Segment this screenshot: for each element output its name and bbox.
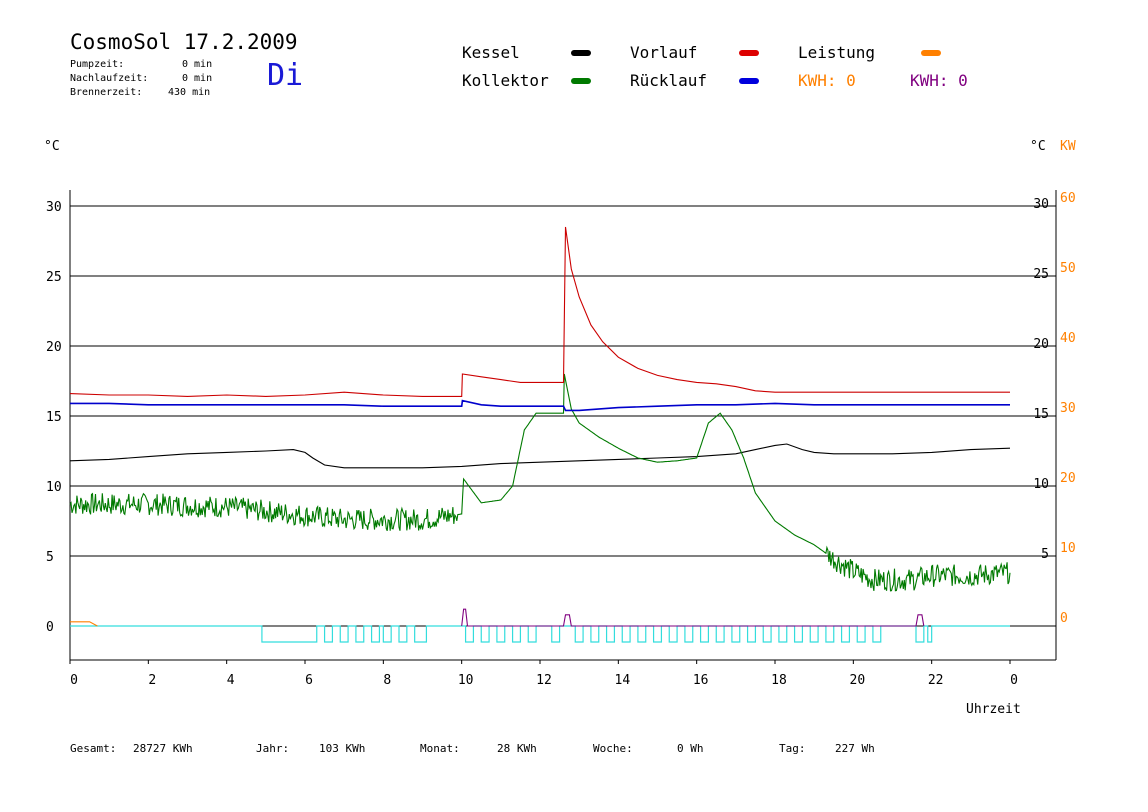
legend-ruecklauf-swatch: [739, 78, 759, 84]
footer-woche-label: Woche:: [593, 742, 633, 755]
series-ruecklauf-line: [70, 399, 1010, 412]
nachlaufzeit-value: 0 min: [182, 73, 213, 84]
x-tick-label: 0: [70, 673, 78, 688]
y-tick-right-kw: 60: [1060, 191, 1076, 206]
right-axis-unit-kw: KW: [1060, 139, 1076, 154]
y-tick-right-kw: 20: [1060, 471, 1076, 486]
pump-status-line: [70, 625, 1010, 643]
x-tick-label: 14: [615, 673, 631, 688]
x-tick-label: 10: [458, 673, 474, 688]
footer-gesamt-value: 28727 KWh: [133, 742, 193, 755]
y-tick-right-c: 5: [1041, 547, 1049, 562]
y-tick-left: 10: [46, 480, 62, 495]
legend-ruecklauf-label: Rücklauf: [630, 71, 708, 90]
y-tick-right-kw: 50: [1060, 261, 1076, 276]
legend-kessel-label: Kessel: [462, 43, 520, 62]
y-tick-left: 30: [46, 200, 62, 215]
x-tick-label: 6: [305, 673, 313, 688]
series-kollektor-line: [69, 373, 1011, 592]
x-tick-label: 18: [771, 673, 787, 688]
x-tick-label: 16: [693, 673, 709, 688]
nachlaufzeit-label: Nachlaufzeit:: [70, 73, 149, 84]
x-tick-label: 0: [1010, 673, 1018, 688]
legend-leistung-label: Leistung: [798, 43, 876, 62]
chart-title: CosmoSol 17.2.2009: [70, 30, 298, 54]
y-tick-left: 25: [46, 270, 62, 285]
y-tick-right-c: 25: [1033, 267, 1049, 282]
y-tick-left: 5: [46, 550, 54, 565]
y-tick-right-c: 30: [1033, 197, 1049, 212]
legend-kollektor-label: Kollektor: [462, 71, 549, 90]
x-tick-label: 12: [536, 673, 552, 688]
legend-kollektor-swatch: [571, 78, 591, 84]
x-tick-label: 4: [227, 673, 235, 688]
weekday-label: Di: [267, 58, 304, 93]
y-tick-right-c: 10: [1033, 477, 1049, 492]
brennerzeit-label: Brennerzeit:: [70, 87, 143, 98]
y-tick-left: 0: [46, 620, 54, 635]
y-tick-left: 20: [46, 340, 62, 355]
y-tick-right-kw: 0: [1060, 611, 1068, 626]
x-tick-label: 8: [383, 673, 391, 688]
y-tick-right-c: 15: [1033, 407, 1049, 422]
footer-tag-value: 227 Wh: [835, 742, 875, 755]
legend-vorlauf-label: Vorlauf: [630, 43, 698, 62]
brennerzeit-value: 430 min: [168, 87, 211, 98]
y-tick-right-kw: 10: [1060, 541, 1076, 556]
left-axis-unit: °C: [44, 139, 60, 154]
legend-kessel-swatch: [571, 50, 591, 56]
footer-jahr-label: Jahr:: [256, 742, 290, 755]
legend-kwh-purple: KWH: 0: [910, 71, 968, 90]
series-kessel-line: [69, 443, 1011, 469]
x-tick-label: 2: [148, 673, 156, 688]
footer-tag-label: Tag:: [779, 742, 806, 755]
footer-monat-label: Monat:: [420, 742, 460, 755]
x-axis-label: Uhrzeit: [966, 702, 1021, 717]
series-kwh-line: [461, 608, 925, 627]
x-tick-label: 22: [928, 673, 944, 688]
legend-kwh-orange: KWH: 0: [798, 71, 856, 90]
legend-leistung-swatch: [921, 50, 941, 56]
pumpzeit-value: 0 min: [182, 59, 213, 70]
y-tick-right-kw: 30: [1060, 401, 1076, 416]
pumpzeit-label: Pumpzeit:: [70, 59, 125, 70]
right-axis-unit-c: °C: [1030, 139, 1046, 154]
footer-woche-value: 0 Wh: [677, 742, 704, 755]
x-tick-label: 20: [850, 673, 866, 688]
series-vorlauf-line: [69, 226, 1010, 397]
y-tick-left: 15: [46, 410, 62, 425]
series-leistung-line: [70, 621, 98, 627]
footer-monat-value: 28 KWh: [497, 742, 537, 755]
legend-vorlauf-swatch: [739, 50, 759, 56]
footer-gesamt-label: Gesamt:: [70, 742, 117, 755]
footer-jahr-value: 103 KWh: [319, 742, 366, 755]
y-tick-right-kw: 40: [1060, 331, 1076, 346]
y-tick-right-c: 20: [1033, 337, 1049, 352]
